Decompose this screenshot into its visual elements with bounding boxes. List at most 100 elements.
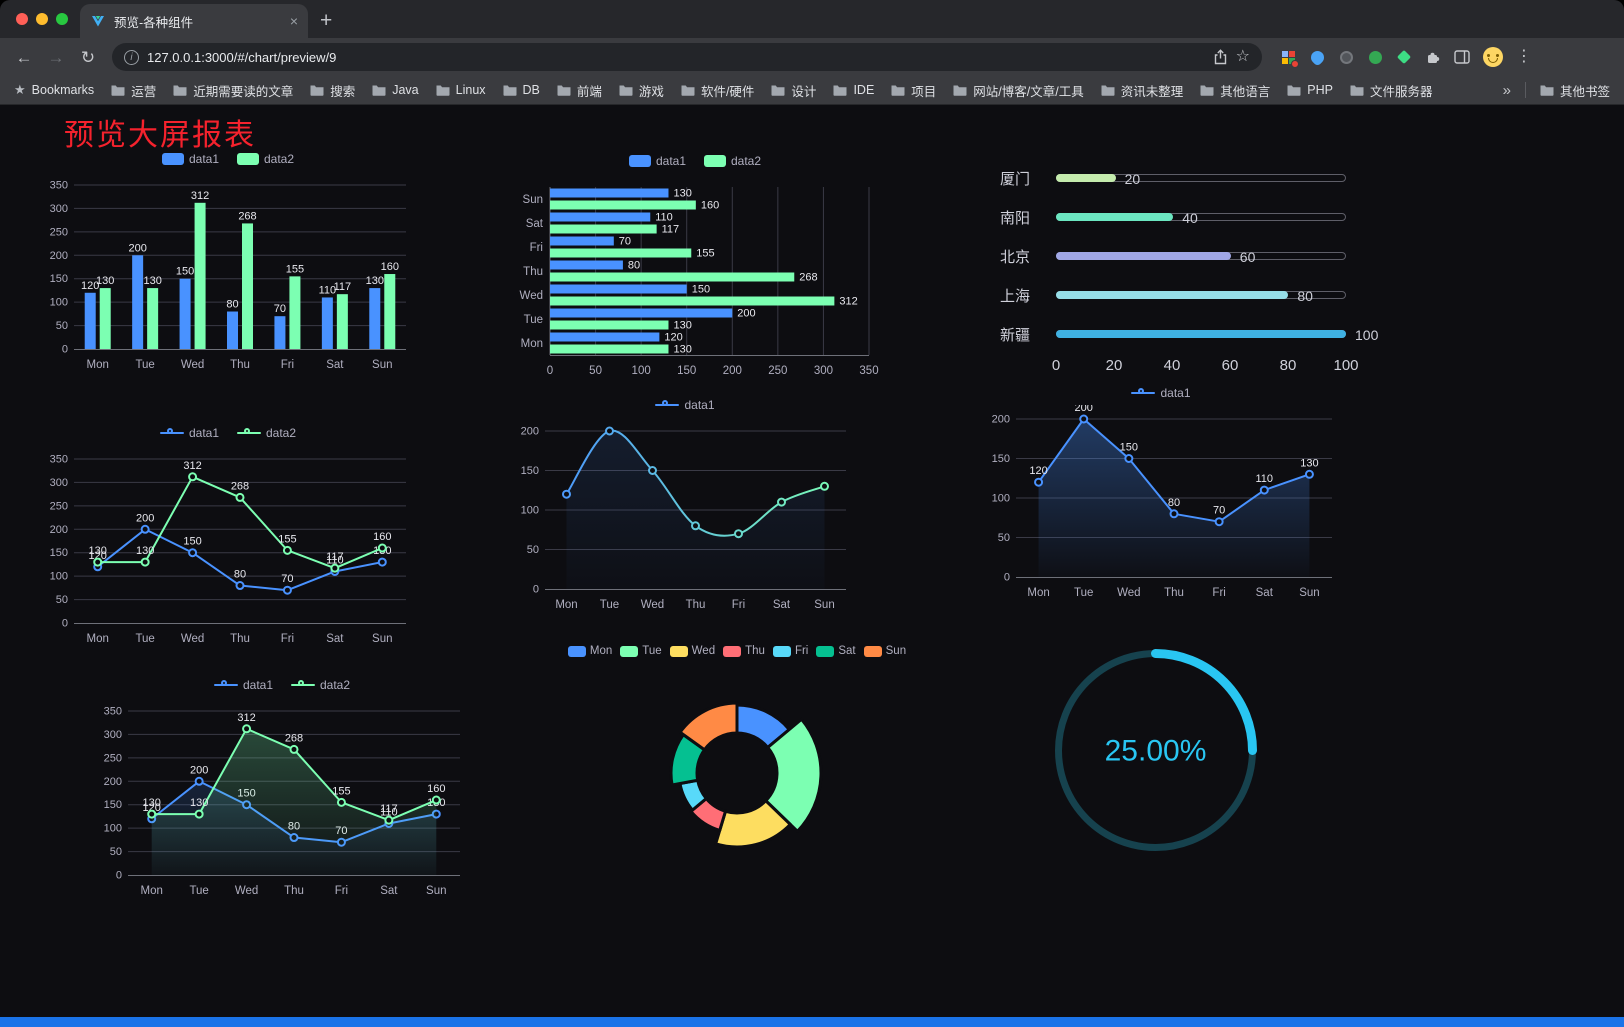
chart-legend: data1 data2 (213, 675, 350, 695)
legend-item[interactable]: Mon (567, 645, 612, 657)
folder-icon (681, 85, 695, 96)
legend-item[interactable]: data2 (237, 426, 296, 440)
bookmark-folder[interactable]: 前端 (557, 81, 602, 100)
legend-item[interactable]: data1 (655, 398, 715, 412)
svg-text:50: 50 (527, 544, 539, 556)
svg-text:70: 70 (281, 573, 293, 585)
bookmark-folder[interactable]: 网站/博客/文章/工具 (953, 81, 1084, 100)
new-tab-button[interactable]: + (320, 9, 333, 32)
bookmark-folder[interactable]: 近期需要读的文章 (173, 81, 293, 100)
legend-item[interactable]: data2 (291, 678, 350, 692)
legend-item[interactable]: Wed (669, 645, 715, 657)
svg-text:130: 130 (673, 320, 691, 332)
share-icon[interactable] (1213, 49, 1228, 65)
progress-label: 厦门 (1000, 170, 1031, 188)
extension-star-icon[interactable] (1396, 49, 1412, 65)
profile-avatar[interactable] (1483, 47, 1503, 67)
url-text[interactable]: 127.0.0.1:3000/#/chart/preview/9 (147, 49, 337, 65)
svg-text:130: 130 (89, 545, 107, 557)
svg-text:Wed: Wed (520, 290, 543, 302)
folder-icon (953, 85, 967, 96)
svg-text:130: 130 (190, 797, 208, 809)
legend-item[interactable]: Thu (723, 645, 765, 657)
legend-line-marker (213, 679, 238, 691)
svg-text:100: 100 (992, 493, 1010, 505)
legend-item[interactable]: data2 (237, 152, 294, 166)
svg-text:Sun: Sun (523, 194, 543, 206)
forward-icon[interactable]: → (47, 47, 65, 67)
bookmark-folder-label: 搜索 (330, 84, 356, 99)
legend-item[interactable]: Sun (863, 645, 906, 657)
bookmark-folder[interactable]: 软件/硬件 (681, 81, 754, 100)
legend-item[interactable]: data1 (159, 426, 219, 440)
extension-green-icon[interactable] (1367, 49, 1383, 65)
legend-item[interactable]: Fri (772, 645, 808, 657)
svg-text:155: 155 (286, 263, 304, 275)
bookmark-star-icon[interactable]: ☆ (1235, 48, 1250, 65)
bookmarks-root-item[interactable]: ★ Bookmarks (14, 82, 94, 98)
svg-text:350: 350 (104, 706, 122, 718)
reload-icon[interactable]: ↻ (80, 47, 96, 67)
bookmark-folder[interactable]: 搜索 (310, 81, 355, 100)
legend-rect-marker (237, 153, 259, 165)
legend-rect-marker (863, 645, 882, 657)
legend-item[interactable]: data1 (1131, 386, 1191, 400)
svg-text:Fri: Fri (281, 359, 294, 371)
bookmark-folder[interactable]: 游戏 (619, 81, 664, 100)
other-bookmarks-label: 其他书签 (1559, 84, 1610, 99)
tab-close-icon[interactable]: × (289, 13, 298, 29)
back-icon[interactable]: ← (15, 47, 33, 67)
progress-track: 20 (1056, 171, 1346, 187)
site-info-icon[interactable]: i (124, 49, 139, 65)
svg-text:120: 120 (89, 550, 107, 562)
svg-text:Fri: Fri (281, 633, 294, 645)
bookmark-folder[interactable]: IDE (833, 83, 874, 97)
side-panel-icon[interactable] (1454, 49, 1470, 65)
bookmark-folder[interactable]: PHP (1287, 83, 1333, 97)
svg-text:0: 0 (1004, 572, 1010, 584)
puzzle-icon[interactable] (1425, 49, 1441, 65)
close-window-button[interactable] (16, 13, 28, 25)
legend-item[interactable]: data1 (628, 154, 686, 168)
progress-value: 100 (1355, 327, 1379, 343)
svg-text:Mon: Mon (1027, 587, 1049, 599)
other-bookmarks-folder[interactable]: 其他书签 (1540, 81, 1610, 100)
progress-track: 80 (1056, 288, 1346, 304)
extension-dark-icon[interactable] (1338, 49, 1354, 65)
bookmark-folder[interactable]: 文件服务器 (1350, 81, 1432, 100)
legend-item[interactable]: Sat (816, 645, 856, 657)
bookmark-folder[interactable]: DB (503, 83, 540, 97)
bookmark-folder-label: 其他语言 (1220, 84, 1271, 99)
svg-text:Thu: Thu (230, 633, 250, 645)
bookmarks-overflow-icon[interactable]: » (1502, 81, 1511, 99)
extension-grid-icon[interactable] (1280, 49, 1299, 68)
bookmark-folder[interactable]: 资讯未整理 (1101, 81, 1183, 100)
legend-label: data1 (655, 154, 686, 168)
bookmark-folder-label: 设计 (791, 84, 817, 99)
address-bar[interactable]: i 127.0.0.1:3000/#/chart/preview/9 ☆ (112, 43, 1262, 71)
bookmark-folder[interactable]: 设计 (771, 81, 816, 100)
svg-text:Tue: Tue (189, 885, 208, 897)
legend-item[interactable]: Tue (620, 645, 662, 657)
progress-fill (1056, 252, 1231, 260)
folder-icon (372, 85, 386, 96)
browser-tab[interactable]: 预览-各种组件 × (80, 4, 308, 38)
minimize-window-button[interactable] (36, 13, 48, 25)
svg-text:160: 160 (427, 783, 445, 795)
legend-item[interactable]: data1 (213, 678, 273, 692)
legend-item[interactable]: data1 (161, 152, 219, 166)
svg-text:250: 250 (50, 226, 68, 238)
menu-kebab-icon[interactable]: ⋮ (1516, 48, 1532, 65)
svg-text:50: 50 (998, 532, 1010, 544)
bookmark-folder[interactable]: 其他语言 (1200, 81, 1270, 100)
extension-drop-icon[interactable] (1307, 47, 1327, 67)
bookmark-folder[interactable]: 运营 (111, 81, 156, 100)
bookmark-folder-label: IDE (853, 83, 875, 97)
zoom-window-button[interactable] (56, 13, 68, 25)
legend-item[interactable]: data2 (704, 154, 761, 168)
bookmark-folder[interactable]: Linux (436, 83, 486, 97)
area-line-chart: data1 0 50 100 150 200 Mon Tue Wed Thu Fri Sat Sun 12… (976, 383, 1346, 605)
svg-text:312: 312 (839, 296, 857, 308)
bookmark-folder[interactable]: Java (372, 83, 419, 97)
bookmark-folder[interactable]: 项目 (891, 81, 936, 100)
